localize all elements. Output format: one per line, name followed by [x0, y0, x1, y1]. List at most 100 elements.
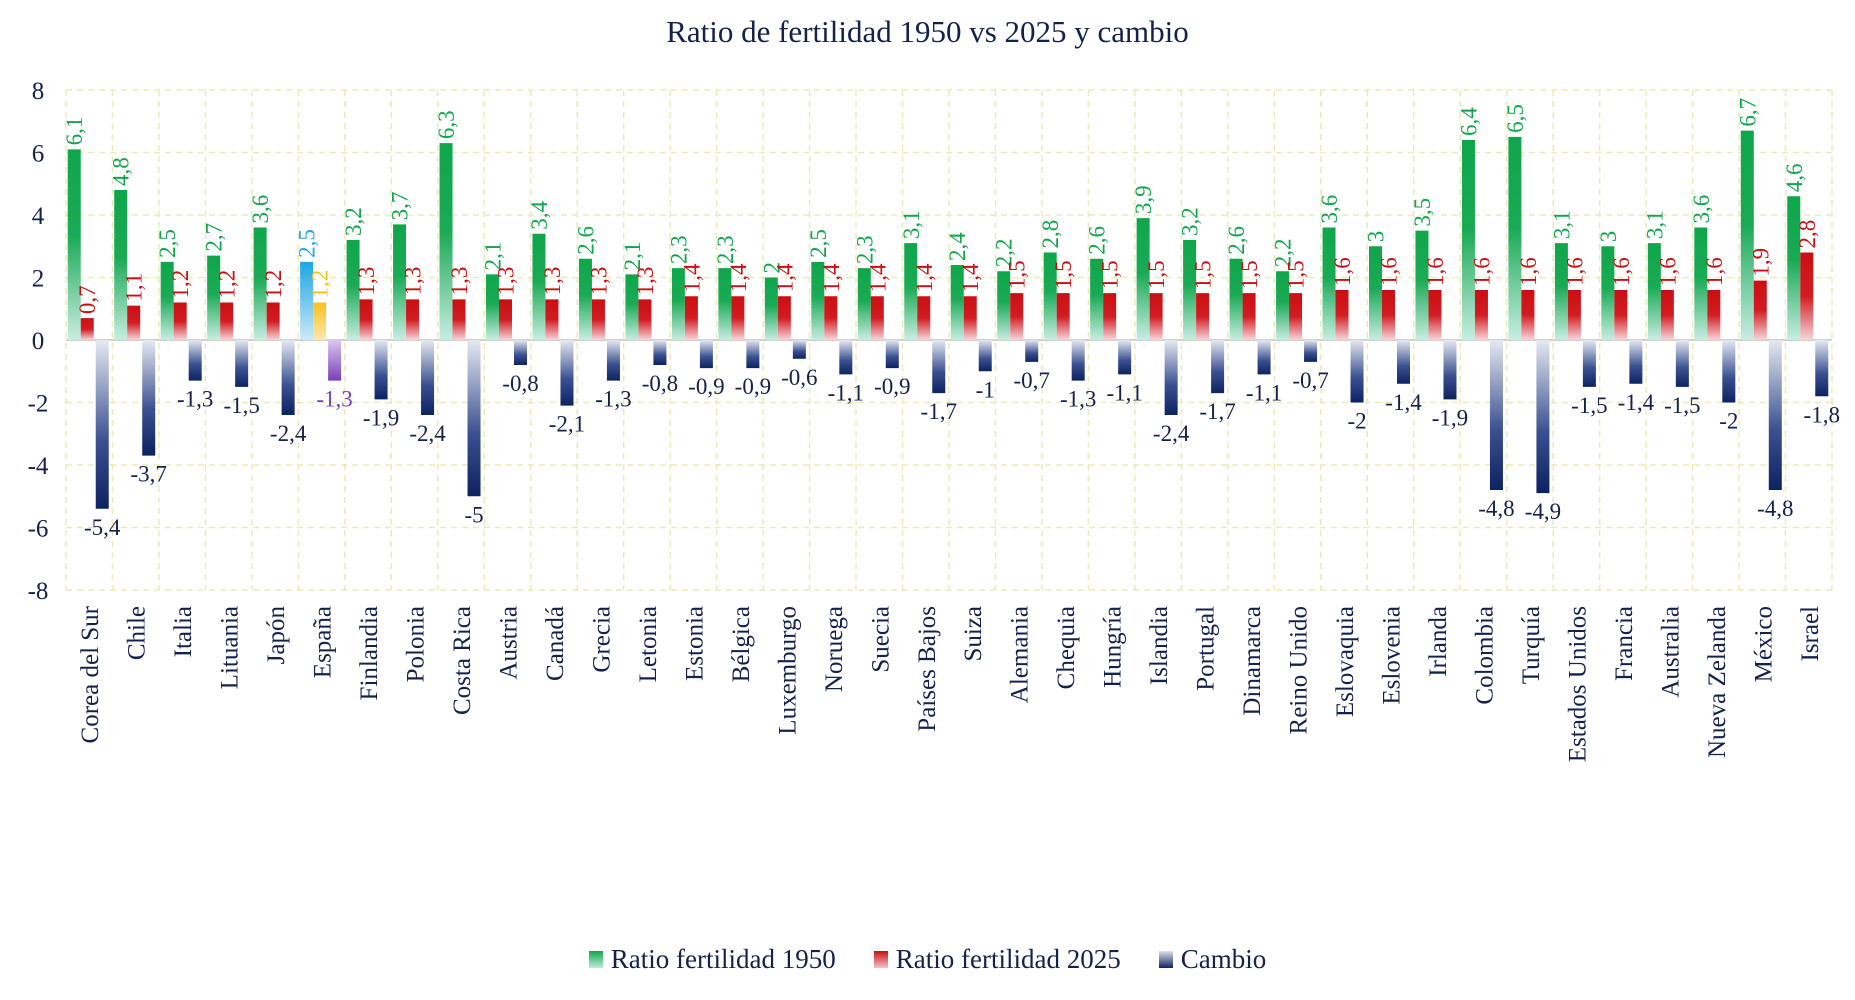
- bar-cambio: [1025, 340, 1039, 362]
- data-label-1950: 2,6: [573, 226, 598, 255]
- x-tick-label: Hungría: [1100, 606, 1127, 688]
- bar-1950: [1136, 218, 1150, 340]
- bar-2025: [1428, 290, 1442, 340]
- legend-item-2025[interactable]: Ratio fertilidad 2025: [873, 944, 1121, 975]
- x-tick-label: Estados Unidos: [1564, 606, 1591, 762]
- bar-cambio: [1675, 340, 1689, 387]
- y-tick-label: -6: [28, 516, 49, 543]
- data-label-2025: 0,7: [75, 285, 100, 314]
- data-label-1950: 6,3: [434, 110, 459, 139]
- data-label-1950: 2,6: [1224, 226, 1249, 255]
- bar-2025: [591, 299, 605, 340]
- data-label-2025: 1,4: [726, 263, 751, 292]
- bar-2025: [406, 299, 420, 340]
- bar-1950: [439, 143, 453, 340]
- bar-2025: [220, 302, 234, 340]
- bar-1950: [1415, 230, 1429, 340]
- data-label-cambio: -0,9: [735, 374, 771, 399]
- y-tick-label: -2: [28, 391, 49, 418]
- x-tick-label: Nueva Zelanda: [1704, 606, 1731, 758]
- bar-cambio: [142, 340, 156, 456]
- x-tick-label: Lituania: [217, 606, 244, 689]
- data-label-1950: 3,5: [1410, 198, 1435, 227]
- bar-cambio: [560, 340, 574, 406]
- data-label-1950: 2,6: [1085, 226, 1110, 255]
- bar-2025: [1474, 290, 1488, 340]
- y-tick-label: 6: [32, 141, 45, 168]
- x-tick-label: Grecia: [588, 606, 615, 673]
- bar-2025: [1753, 280, 1767, 340]
- data-label-cambio: -1,3: [1060, 387, 1096, 412]
- data-label-cambio: -1,1: [1106, 380, 1142, 405]
- bar-1950: [1276, 271, 1290, 340]
- x-tick-label: Chequia: [1053, 606, 1080, 689]
- bar-cambio: [606, 340, 620, 381]
- legend-item-1950[interactable]: Ratio fertilidad 1950: [588, 944, 836, 975]
- data-label-cambio: -2,1: [549, 412, 585, 437]
- data-label-cambio: -1,1: [1246, 380, 1282, 405]
- x-tick-label: Bélgica: [728, 606, 755, 682]
- data-label-cambio: -5: [464, 502, 483, 527]
- x-tick-label: Eslovaquia: [1332, 606, 1359, 717]
- data-label-cambio: -2: [1347, 409, 1366, 434]
- bar-2025: [359, 299, 373, 340]
- data-label-cambio: -0,7: [1013, 368, 1049, 393]
- data-label-1950: 2,2: [1271, 239, 1296, 268]
- data-label-cambio: -1,5: [1571, 393, 1607, 418]
- bar-cambio: [653, 340, 667, 365]
- bar-2025: [1521, 290, 1535, 340]
- data-label-2025: 1,6: [1469, 257, 1494, 286]
- bar-cambio: [1722, 340, 1736, 403]
- bar-1950: [578, 258, 592, 340]
- bar-2025: [824, 296, 838, 340]
- data-label-cambio: -1,9: [1432, 405, 1468, 430]
- bar-1950: [671, 268, 685, 340]
- data-label-1950: 2,3: [852, 235, 877, 264]
- legend-label-cambio: Cambio: [1180, 944, 1267, 974]
- data-label-1950: 3,6: [1689, 195, 1714, 224]
- bar-2025: [545, 299, 559, 340]
- bar-cambio: [421, 340, 435, 415]
- bar-cambio: [1071, 340, 1085, 381]
- data-label-2025: 1,4: [772, 263, 797, 292]
- data-label-cambio: -4,9: [1525, 499, 1561, 524]
- bar-2025: [1382, 290, 1395, 340]
- bar-cambio: [746, 340, 760, 369]
- data-label-1950: 3,2: [341, 207, 366, 236]
- data-label-cambio: -0,9: [874, 374, 910, 399]
- bar-1950: [1601, 246, 1615, 340]
- bar-cambio: [1536, 340, 1550, 494]
- data-label-2025: 1,9: [1748, 248, 1773, 277]
- data-label-1950: 6,1: [62, 117, 87, 146]
- data-label-1950: 3,2: [1178, 207, 1203, 236]
- data-label-2025: 1,5: [1005, 260, 1030, 289]
- bar-2025: [499, 299, 512, 340]
- x-tick-label: Islandia: [1146, 606, 1173, 685]
- bar-1950: [1322, 227, 1336, 340]
- legend-swatch-1950: [588, 951, 603, 968]
- bar-2025: [1660, 290, 1674, 340]
- y-axis: 8 6 4 2 0 -2 -4 -6 -8: [28, 78, 49, 605]
- x-tick-label: España: [310, 606, 337, 678]
- data-label-1950: 3,4: [527, 201, 552, 230]
- legend-item-cambio[interactable]: Cambio: [1158, 944, 1267, 975]
- data-label-cambio: -1: [976, 377, 995, 402]
- data-label-2025: 1,6: [1516, 257, 1541, 286]
- bar-cambio: [978, 340, 992, 372]
- bar-1950: [1183, 240, 1197, 340]
- bar-2025: [777, 296, 791, 340]
- bar-1950: [486, 274, 499, 340]
- bar-1950: [1740, 130, 1754, 340]
- bar-1950: [67, 149, 81, 340]
- bar-1950: [1694, 227, 1708, 340]
- data-label-2025: 1,5: [1237, 260, 1262, 289]
- data-label-2025: 1,2: [308, 270, 333, 299]
- data-labels: 6,1 0,7 -5,4 4,8 1,1 -3,7 2,5 1,2 -1,3 2,7 1,2 -1,5…: [62, 98, 1840, 540]
- bar-2025: [1335, 290, 1349, 340]
- data-label-2025: 1,6: [1423, 257, 1448, 286]
- x-tick-label: Colombia: [1471, 606, 1498, 705]
- bar-2025: [1103, 293, 1117, 340]
- bar-cambio: [95, 340, 109, 509]
- bar-cambio: [281, 340, 295, 415]
